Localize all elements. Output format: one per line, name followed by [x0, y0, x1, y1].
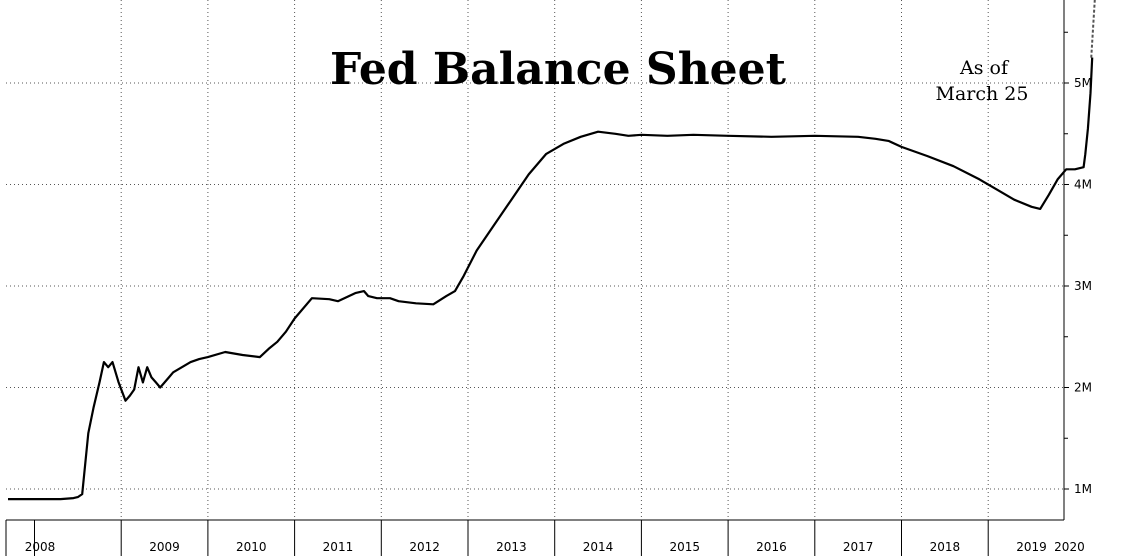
series-line [8, 57, 1094, 501]
x-tick-label: 2012 [409, 540, 440, 554]
x-tick-label: 2011 [323, 540, 354, 554]
x-tick-labels: 2008 2009 2010 2011 2012 2013 2014 2015 2016 2017… [25, 540, 1085, 554]
y-tick-label: 1M [1074, 482, 1092, 496]
x-tick-label: 2016 [756, 540, 787, 554]
x-tick-label: 2020 [1054, 540, 1085, 554]
axes [5, 0, 1069, 556]
x-tick-label: 2008 [25, 540, 56, 554]
x-tick-label: 2019 [1016, 540, 1047, 554]
x-tick-label: 2013 [496, 540, 527, 554]
x-tick-label: 2015 [669, 540, 700, 554]
annotation-line-2: March 25 [936, 83, 1029, 105]
annotation-arrow [1090, 0, 1096, 58]
x-tick-label: 2009 [149, 540, 180, 554]
y-tick-label: 5M [1074, 76, 1092, 90]
grid [6, 0, 1064, 520]
series [8, 57, 1094, 501]
y-tick-labels: 1M 2M 3M 4M 5M [1074, 76, 1092, 496]
y-tick-label: 4M [1074, 178, 1092, 192]
x-tick-label: 2017 [843, 540, 874, 554]
annotation-line-1: As of [959, 57, 1010, 79]
annotation-arrow-line [1090, 0, 1096, 58]
x-tick-label: 2018 [930, 540, 961, 554]
x-tick-label: 2010 [236, 540, 267, 554]
chart-title: Fed Balance Sheet [330, 44, 787, 95]
x-tick-label: 2014 [583, 540, 614, 554]
y-tick-label: 2M [1074, 381, 1092, 395]
y-tick-label: 3M [1074, 279, 1092, 293]
